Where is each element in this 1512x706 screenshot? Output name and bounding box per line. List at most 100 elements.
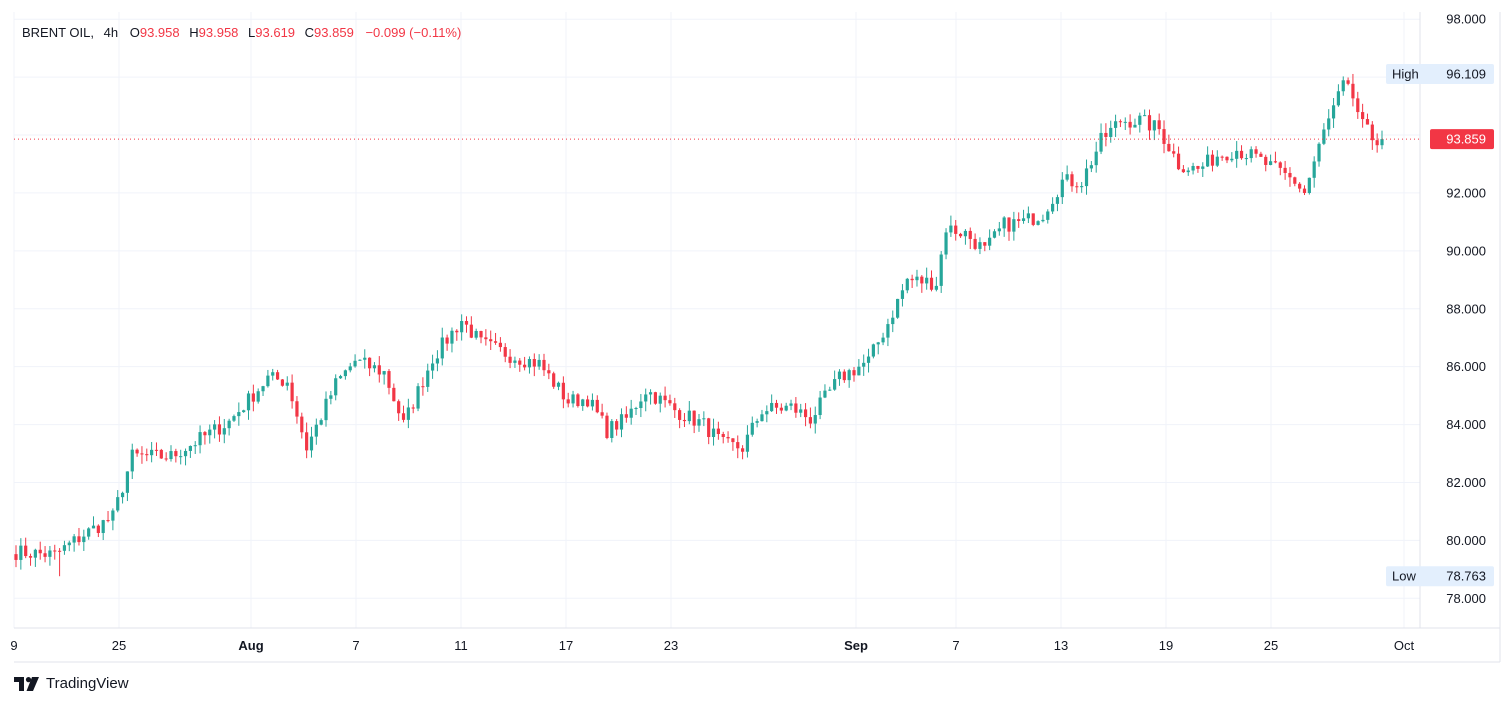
candle-down	[508, 349, 512, 369]
candle-up	[1327, 109, 1331, 137]
candle-down	[484, 329, 488, 346]
candle-body	[1264, 156, 1268, 165]
candle-up	[1206, 146, 1210, 167]
last-price-tag-value: 93.859	[1446, 132, 1486, 147]
candle-down	[1365, 113, 1370, 125]
candle-up	[460, 314, 464, 341]
candle-body	[227, 420, 231, 429]
candle-up	[256, 388, 260, 404]
candle-up	[900, 284, 905, 307]
time-tick-label: 7	[952, 638, 959, 653]
candle-up	[338, 374, 343, 379]
candle-down	[251, 384, 255, 412]
high-tag-value: 96.109	[1446, 66, 1486, 81]
candle-body	[997, 228, 1001, 232]
candle-body	[1201, 166, 1205, 169]
candle-down	[300, 412, 304, 439]
candle-up	[285, 376, 289, 391]
open-label: O	[129, 25, 140, 40]
candle-down	[808, 407, 813, 429]
tradingview-branding[interactable]: TradingView	[14, 675, 129, 692]
candle-up	[1230, 152, 1234, 163]
candle-body	[1365, 119, 1370, 125]
candle-body	[1351, 83, 1355, 99]
candle-body	[731, 438, 735, 443]
candle-up	[82, 529, 86, 551]
symbol-name[interactable]: BRENT OIL,	[22, 25, 95, 40]
candle-body	[929, 277, 934, 290]
candle-body	[421, 386, 425, 388]
candle-down	[1283, 160, 1287, 180]
candle-body	[489, 339, 493, 342]
candle-body	[576, 394, 580, 407]
candle-body	[416, 386, 420, 409]
interval-label[interactable]: 4h	[103, 25, 119, 40]
candle-body	[392, 387, 396, 402]
candle-up	[1133, 118, 1137, 128]
candle-down	[174, 448, 178, 463]
candle-body	[1361, 112, 1365, 120]
candle-up	[382, 370, 386, 385]
candle-up	[1244, 153, 1248, 166]
candle-body	[275, 372, 280, 380]
candle-down	[14, 545, 18, 568]
candle-down	[1075, 182, 1079, 194]
candle-body	[1055, 197, 1060, 204]
price-tick-label: 92.000	[1446, 185, 1486, 200]
candle-body	[164, 458, 168, 460]
candle-up	[324, 391, 328, 427]
candle-body	[779, 407, 783, 411]
candle-up	[343, 369, 347, 380]
candle-up	[837, 369, 842, 386]
candle-down	[794, 397, 798, 418]
candle-body	[678, 410, 682, 420]
candle-body	[222, 428, 226, 435]
candle-body	[290, 382, 294, 402]
candle-body	[242, 410, 246, 413]
candle-up	[799, 403, 803, 418]
candle-body	[1021, 218, 1026, 221]
candle-body	[329, 395, 333, 399]
candle-body	[789, 403, 793, 406]
candle-body	[1089, 165, 1093, 169]
candle-body	[150, 449, 154, 456]
candle-up	[1201, 162, 1205, 177]
candle-up	[261, 385, 265, 397]
time-tick-label: Aug	[238, 638, 263, 653]
candle-up	[1065, 165, 1069, 182]
candle-down	[920, 275, 924, 293]
candle-body	[285, 382, 289, 386]
candle-down	[140, 446, 144, 464]
candle-body	[1302, 188, 1307, 193]
candle-down	[1118, 119, 1123, 128]
candle-body	[750, 422, 754, 435]
candle-down	[217, 416, 222, 442]
candle-down	[1220, 155, 1224, 161]
candle-up	[1094, 141, 1098, 173]
candle-down	[552, 371, 556, 389]
candle-body	[910, 278, 914, 281]
candle-body	[1094, 151, 1098, 166]
candle-up	[101, 519, 105, 541]
candle-up	[1336, 84, 1341, 107]
candle-body	[1128, 121, 1132, 128]
last-price-tag: 93.859	[1430, 129, 1494, 150]
candle-body	[1230, 158, 1234, 161]
candle-up	[1021, 209, 1026, 224]
candle-body	[145, 454, 149, 456]
candle-down	[135, 448, 139, 457]
candle-up	[876, 341, 880, 355]
candle-down	[1196, 165, 1200, 173]
candle-body	[1322, 129, 1326, 144]
candle-body	[1215, 156, 1219, 166]
candle-up	[246, 390, 251, 420]
last-price-tag-bg	[1430, 129, 1494, 150]
candle-up	[435, 350, 440, 372]
candle-body	[673, 403, 677, 411]
candle-body	[527, 359, 532, 368]
tradingview-logo-icon	[14, 676, 39, 691]
candle-body	[479, 330, 483, 338]
candle-down	[24, 537, 28, 559]
candle-down	[77, 527, 81, 546]
